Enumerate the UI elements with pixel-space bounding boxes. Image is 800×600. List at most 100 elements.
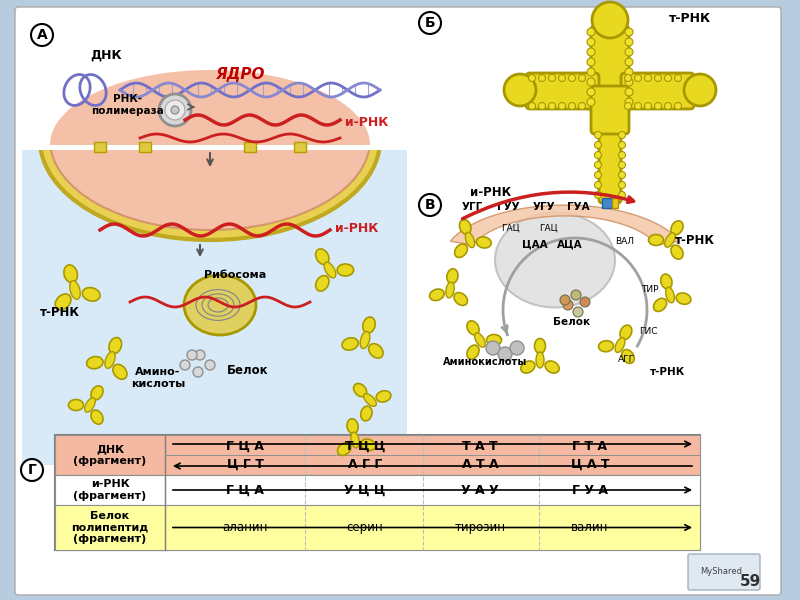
Text: Г У А: Г У А [572,484,608,497]
Polygon shape [40,55,380,145]
Text: Аминокислоты: Аминокислоты [443,357,527,367]
Text: —: — [541,521,554,534]
Text: РНК-
полимераза: РНК- полимераза [92,94,164,116]
Circle shape [634,74,642,82]
Ellipse shape [620,325,632,340]
Circle shape [625,78,633,86]
Ellipse shape [50,50,370,230]
Text: Белок: Белок [554,317,590,327]
Ellipse shape [364,394,376,406]
Circle shape [665,74,671,82]
Circle shape [625,88,633,96]
Text: Амино-
кислоты: Амино- кислоты [131,367,185,389]
Polygon shape [50,70,370,145]
Text: ДНК
(фрагмент): ДНК (фрагмент) [74,444,146,466]
Ellipse shape [615,338,625,352]
Circle shape [504,74,536,106]
Polygon shape [450,205,680,245]
Ellipse shape [622,350,634,364]
Circle shape [573,307,583,317]
Ellipse shape [64,265,78,283]
Ellipse shape [467,345,479,359]
Circle shape [529,74,535,82]
Text: и-РНК: и-РНК [470,185,511,199]
Circle shape [587,78,595,86]
Circle shape [645,74,651,82]
Circle shape [558,103,566,109]
Circle shape [645,103,651,109]
Text: АГГ: АГГ [618,355,634,364]
Text: ГИС: ГИС [638,328,658,337]
Text: Ц А Т: Ц А Т [570,457,610,470]
Circle shape [618,151,626,158]
Circle shape [549,103,555,109]
Text: Белок
полипептид
(фрагмент): Белок полипептид (фрагмент) [71,511,149,544]
Text: ВАЛ: ВАЛ [615,238,634,247]
Text: Белок: Белок [227,364,269,377]
Text: Г Ц А: Г Ц А [226,439,264,452]
Ellipse shape [85,398,95,412]
Ellipse shape [454,293,467,305]
Bar [94,142,106,152]
Circle shape [625,48,633,56]
Circle shape [665,103,671,109]
FancyBboxPatch shape [688,554,760,590]
Circle shape [587,58,595,66]
Circle shape [594,161,602,169]
FancyBboxPatch shape [15,7,781,595]
Bar [602,198,612,208]
Text: т-РНК: т-РНК [650,367,686,377]
Circle shape [569,103,575,109]
Circle shape [654,74,662,82]
Ellipse shape [360,331,370,349]
Ellipse shape [347,419,358,434]
Circle shape [587,28,595,36]
Text: В: В [425,198,435,212]
Ellipse shape [671,221,683,235]
Bar [55,505,700,550]
Circle shape [538,103,546,109]
Bar [294,142,306,152]
Text: У Ц Ц: У Ц Ц [344,484,386,497]
Ellipse shape [536,352,544,368]
Circle shape [625,58,633,66]
Ellipse shape [666,287,674,303]
Ellipse shape [86,356,103,369]
Text: MyShared: MyShared [700,568,742,577]
Ellipse shape [649,235,663,245]
Ellipse shape [467,321,479,335]
Text: УГГ: УГГ [462,202,482,212]
Circle shape [569,74,575,82]
Text: аланин: аланин [222,521,268,534]
Ellipse shape [476,237,491,248]
FancyBboxPatch shape [526,73,599,109]
Circle shape [674,103,682,109]
Circle shape [195,350,205,360]
Circle shape [571,290,581,300]
Circle shape [625,74,631,82]
Text: Г Ц А: Г Ц А [226,484,264,497]
Text: валин: валин [571,521,609,534]
Ellipse shape [369,344,383,358]
Circle shape [171,106,179,114]
Ellipse shape [545,361,559,373]
Ellipse shape [495,212,615,307]
Ellipse shape [82,287,100,301]
Bar [55,435,165,475]
Text: —: — [416,521,429,534]
Text: ДНК: ДНК [90,49,122,61]
Ellipse shape [362,317,375,333]
FancyBboxPatch shape [599,122,621,203]
Text: тирозин: тирозин [454,521,506,534]
Circle shape [594,181,602,188]
Circle shape [587,98,595,106]
Text: серин: серин [346,521,383,534]
Ellipse shape [91,410,103,424]
Ellipse shape [676,293,691,304]
Circle shape [594,151,602,158]
Circle shape [159,94,191,126]
Circle shape [578,74,586,82]
Ellipse shape [665,233,675,247]
Circle shape [587,38,595,46]
Circle shape [684,74,716,106]
